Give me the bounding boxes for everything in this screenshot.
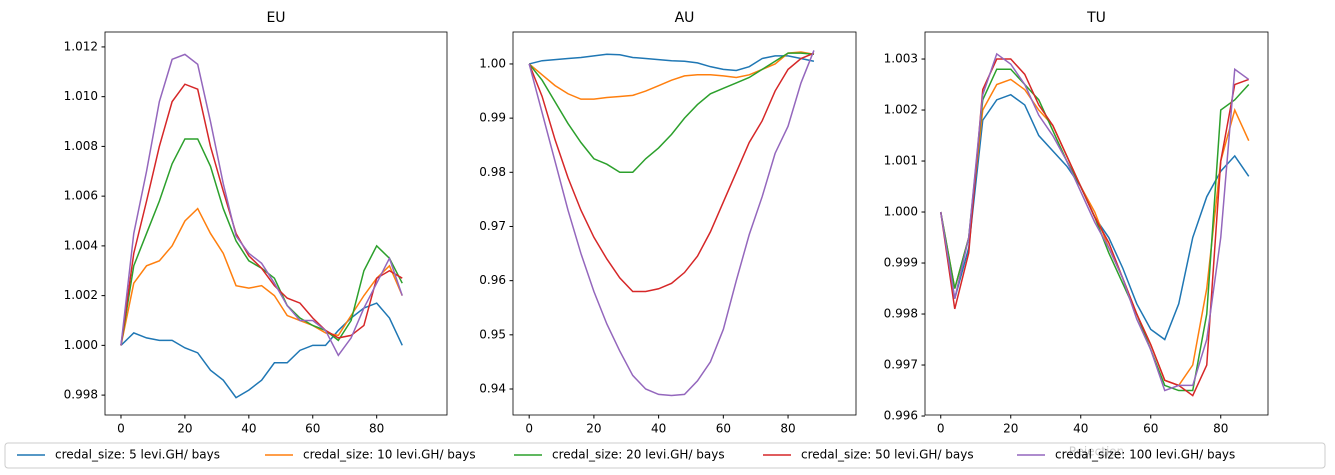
y-tick-label: 1.003: [884, 52, 918, 66]
x-tick-label: 80: [780, 422, 795, 436]
y-tick-label: 0.998: [884, 307, 918, 321]
series-line: [528, 52, 815, 293]
series-line: [120, 207, 403, 346]
y-tick-label: 0.94: [479, 381, 506, 395]
y-tick-label: 1.00: [479, 56, 506, 70]
series-line: [528, 53, 815, 72]
x-tick-label: 80: [369, 422, 384, 436]
series-line: [528, 51, 815, 100]
legend-label: credal_size: 10 levi.GH/ bays: [303, 448, 476, 462]
y-tick-label: 1.010: [64, 89, 98, 103]
x-tick-label: 40: [1073, 422, 1088, 436]
legend-label: credal_size: 20 levi.GH/ bays: [552, 448, 725, 462]
y-tick-label: 0.98: [479, 165, 506, 179]
x-tick-label: 0: [937, 422, 945, 436]
legend-label: credal_size: 50 levi.GH/ bays: [801, 448, 974, 462]
axes-frame: [104, 31, 448, 416]
x-tick-label: 20: [1003, 422, 1018, 436]
x-tick-label: 40: [241, 422, 256, 436]
legend-label: credal_size: 100 levi.GH/ bays: [1055, 448, 1235, 462]
series-line: [940, 58, 1250, 397]
chart-title: TU: [1086, 10, 1106, 26]
y-tick-label: 1.008: [64, 139, 98, 153]
series-line: [120, 302, 403, 399]
y-tick-label: 1.004: [64, 238, 98, 252]
y-tick-label: 0.999: [884, 256, 918, 270]
chart-title: AU: [675, 10, 695, 26]
series-line: [120, 53, 403, 357]
legend-frame: [4, 442, 1326, 469]
x-tick-label: 80: [1213, 422, 1228, 436]
y-tick-label: 1.012: [64, 39, 98, 53]
axes-frame: [924, 31, 1269, 416]
series-line: [940, 52, 1250, 392]
x-tick-label: 60: [716, 422, 731, 436]
y-tick-label: 0.996: [884, 409, 918, 423]
axes-frame: [512, 31, 857, 416]
y-tick-label: 1.001: [884, 154, 918, 168]
series-line: [120, 138, 403, 346]
chart-title: EU: [266, 10, 285, 26]
x-tick-label: 20: [177, 422, 192, 436]
y-tick-label: 0.97: [479, 219, 506, 233]
series-line: [120, 83, 403, 346]
series-line: [528, 52, 814, 174]
y-tick-label: 0.96: [479, 273, 506, 287]
series-line: [528, 50, 815, 397]
legend: credal_size: 5 levi.GH/ bays credal_size:…: [4, 442, 1326, 469]
y-tick-label: 1.002: [64, 288, 98, 302]
y-tick-label: 1.000: [884, 205, 918, 219]
x-tick-label: 20: [586, 422, 601, 436]
y-tick-label: 0.998: [64, 388, 98, 402]
x-tick-label: 0: [117, 422, 125, 436]
y-tick-label: 1.006: [64, 189, 98, 203]
y-tick-label: 0.997: [884, 358, 918, 372]
legend-label: credal_size: 5 levi.GH/ bays: [55, 448, 220, 462]
y-tick-label: 1.000: [64, 338, 98, 352]
series-line: [940, 78, 1250, 387]
x-tick-label: 40: [651, 422, 666, 436]
x-tick-label: 0: [525, 422, 533, 436]
x-tick-label: 60: [1143, 422, 1158, 436]
y-tick-label: 0.99: [479, 111, 506, 125]
y-tick-label: 0.95: [479, 327, 506, 341]
series-line: [940, 68, 1250, 392]
x-tick-label: 60: [305, 422, 320, 436]
y-tick-label: 1.002: [884, 103, 918, 117]
